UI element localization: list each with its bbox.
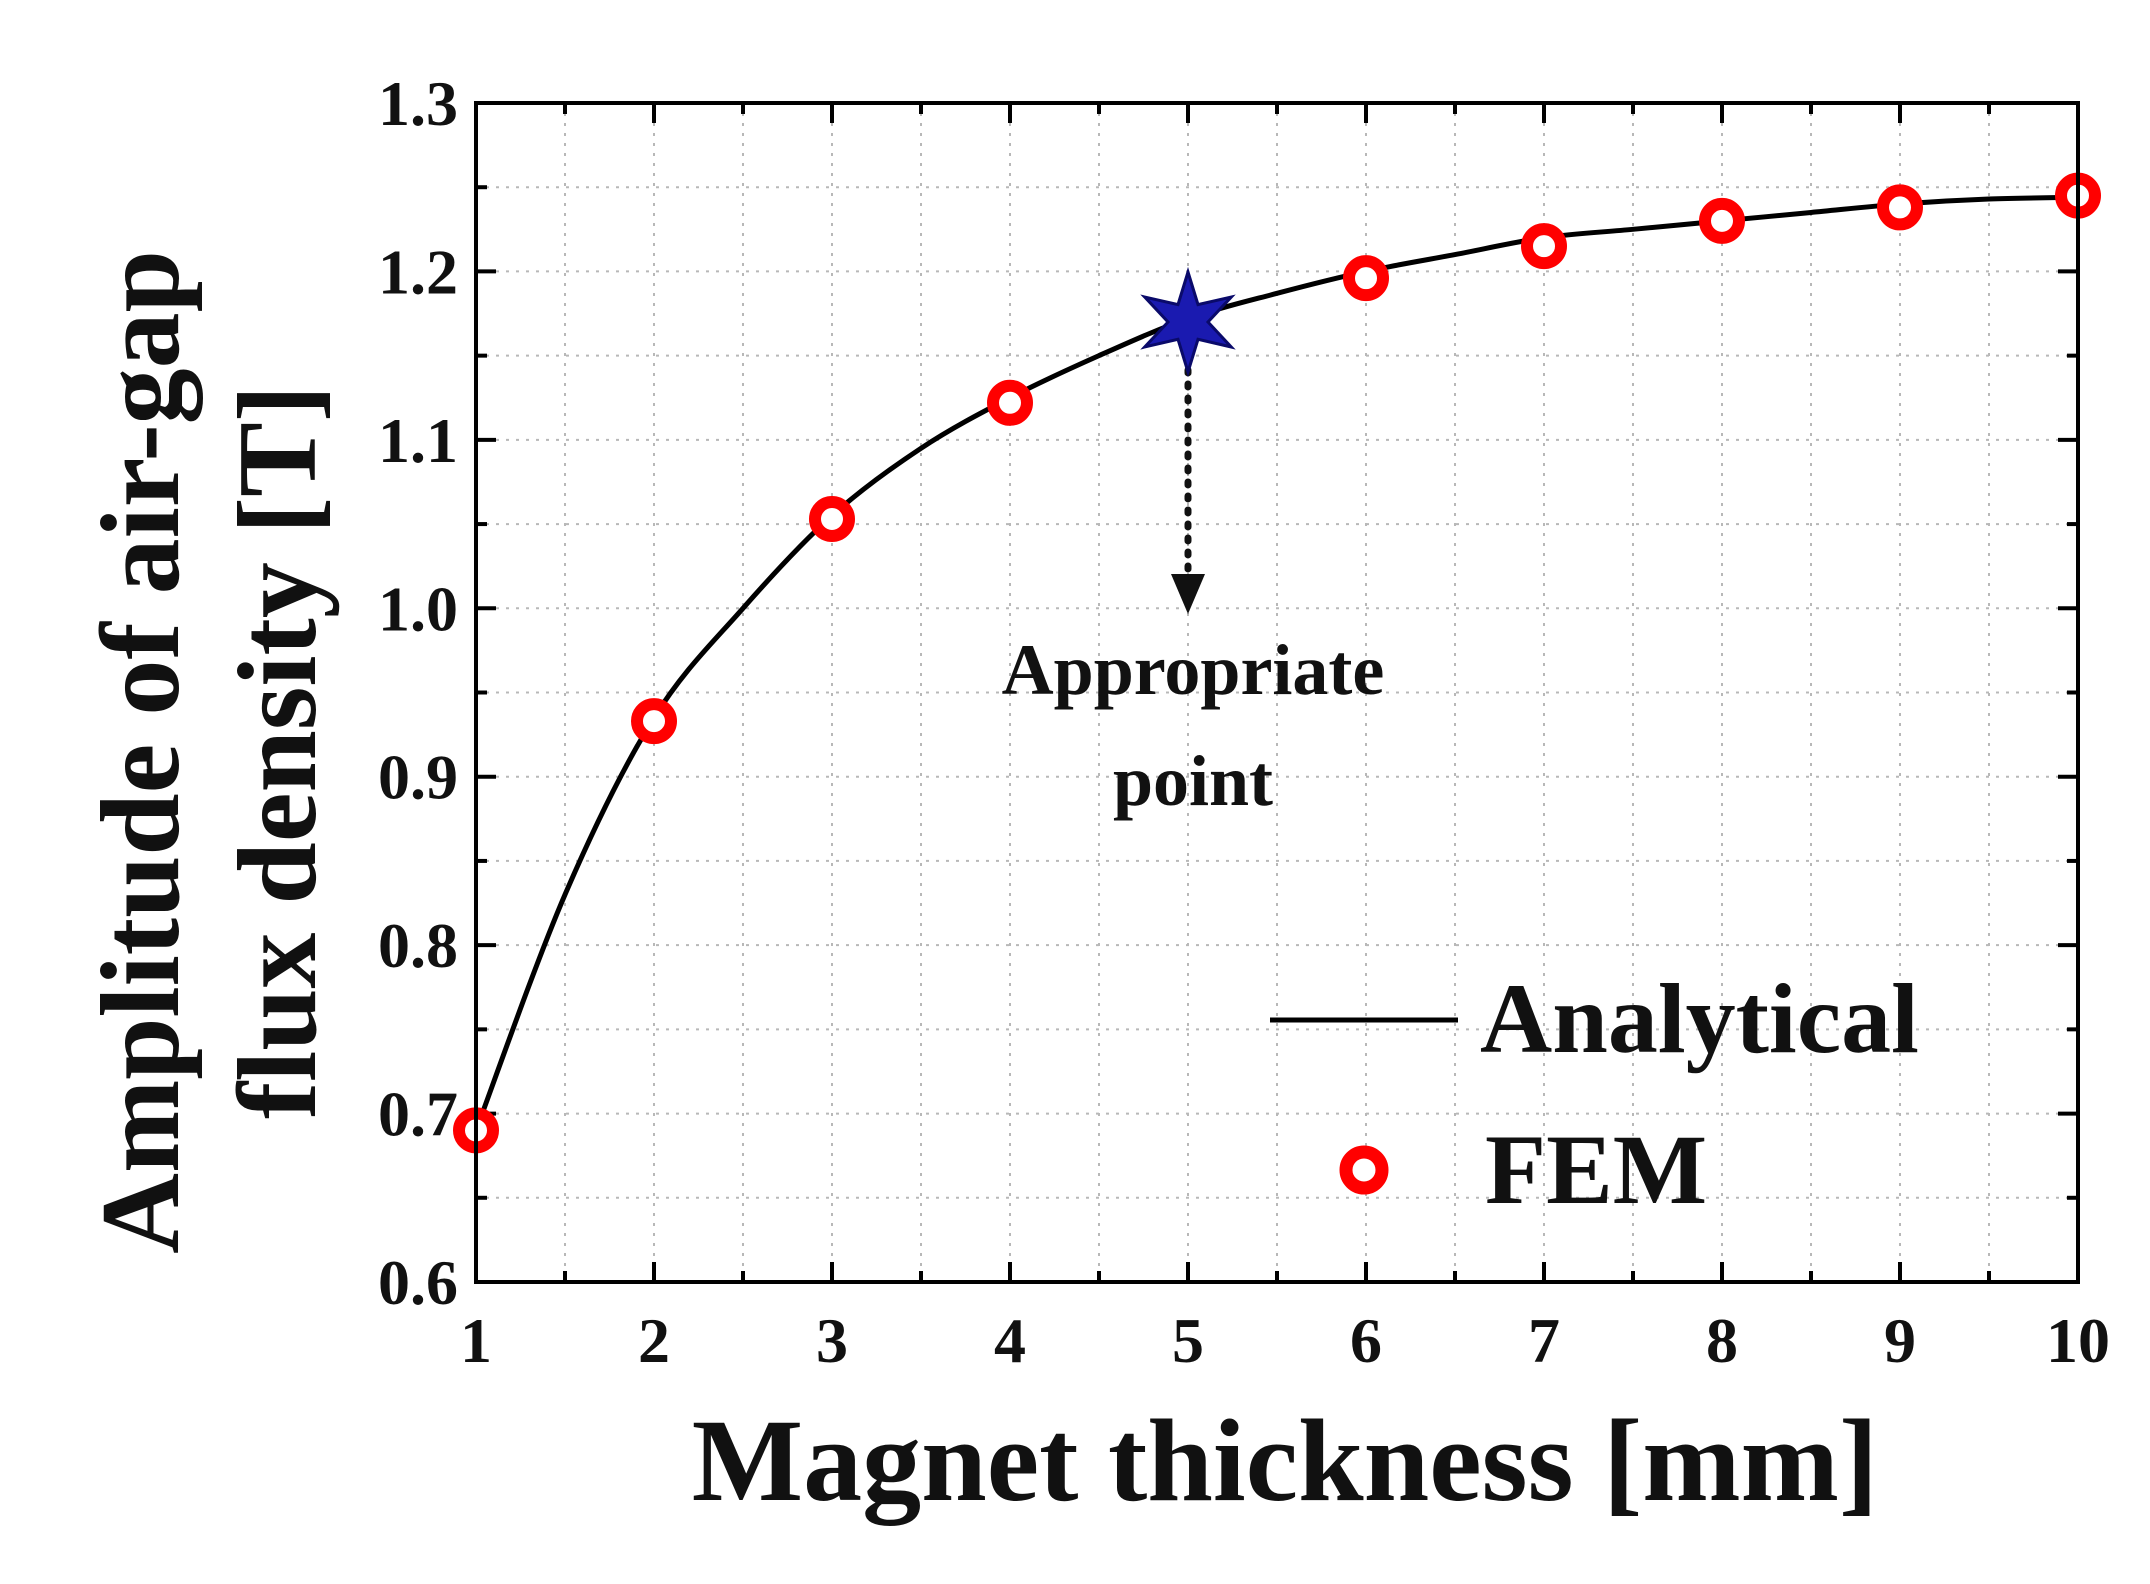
annotation-label-line1: Appropriate bbox=[1002, 630, 1385, 710]
x-tick-labels: 1 2 3 4 5 6 7 8 9 10 bbox=[460, 1305, 2110, 1376]
annotation-label-line2: point bbox=[1113, 741, 1273, 821]
x-tick-label: 7 bbox=[1528, 1305, 1560, 1376]
x-tick-label: 4 bbox=[994, 1305, 1026, 1376]
y-tick-label: 1.0 bbox=[378, 573, 458, 644]
y-tick-label: 0.7 bbox=[378, 1079, 458, 1150]
fem-point bbox=[809, 496, 855, 543]
annotation: Appropriate point bbox=[1002, 266, 1385, 821]
legend: Analytical FEM bbox=[1270, 963, 1919, 1225]
fem-point bbox=[631, 698, 677, 745]
x-tick-label: 9 bbox=[1884, 1305, 1916, 1376]
x-tick-label: 6 bbox=[1350, 1305, 1382, 1376]
y-tick-label: 0.6 bbox=[378, 1247, 458, 1318]
y-tick-label: 0.8 bbox=[378, 910, 458, 981]
y-tick-labels: 0.6 0.7 0.8 0.9 1.0 1.1 1.2 1.3 bbox=[378, 68, 458, 1318]
x-tick-label: 5 bbox=[1172, 1305, 1204, 1376]
plot-frame bbox=[474, 101, 2080, 1284]
x-tick-label: 3 bbox=[816, 1305, 848, 1376]
y-tick-label: 1.2 bbox=[378, 236, 458, 307]
legend-analytical-label: Analytical bbox=[1480, 963, 1919, 1074]
y-axis-title-line1: Amplitude of air-gap bbox=[79, 250, 203, 1254]
y-tick-label: 0.9 bbox=[378, 742, 458, 813]
x-tick-label: 2 bbox=[638, 1305, 670, 1376]
legend-fem-marker bbox=[1339, 1145, 1389, 1195]
y-tick-label: 1.1 bbox=[378, 405, 458, 476]
legend-fem-label: FEM bbox=[1485, 1114, 1707, 1225]
annotation-arrowhead bbox=[1171, 574, 1205, 614]
x-tick-label: 10 bbox=[2046, 1305, 2110, 1376]
fem-point bbox=[1877, 184, 1923, 231]
y-tick-label: 1.3 bbox=[378, 68, 458, 139]
y-axis-title-line2: flux density [T] bbox=[216, 385, 340, 1119]
x-axis-title: Magnet thickness [mm] bbox=[692, 1395, 1878, 1526]
fem-point bbox=[1343, 255, 1389, 302]
x-tick-label: 1 bbox=[460, 1305, 492, 1376]
star-marker bbox=[1140, 266, 1236, 378]
fem-point bbox=[1521, 223, 1567, 270]
x-tick-label: 8 bbox=[1706, 1305, 1738, 1376]
fem-point bbox=[987, 379, 1033, 426]
fem-point bbox=[1699, 197, 1745, 244]
